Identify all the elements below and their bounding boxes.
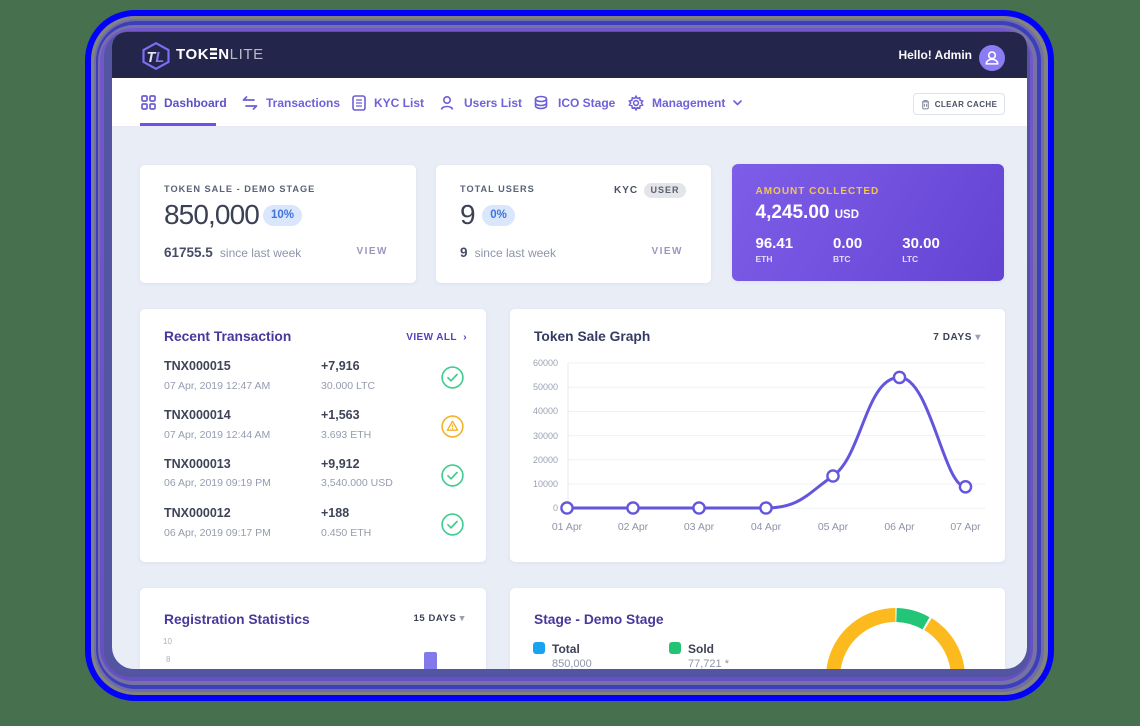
svg-text:TL: TL: [146, 50, 164, 66]
